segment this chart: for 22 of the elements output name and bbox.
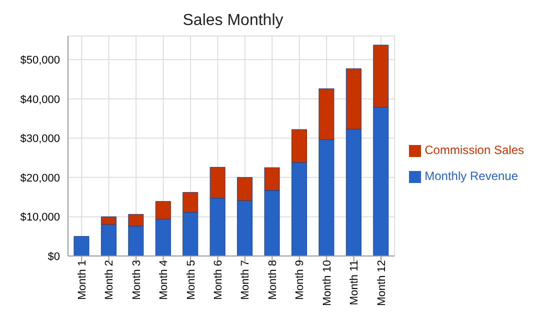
- x-tick-label: Month 2: [104, 260, 116, 300]
- chart-title: Sales Monthly: [182, 12, 284, 30]
- x-tick-label: Month 10: [321, 260, 334, 306]
- y-tick-label: $50,000: [20, 54, 60, 66]
- x-tick-label: Month 9: [294, 260, 306, 300]
- y-tick-label: $30,000: [20, 133, 60, 146]
- x-tick-label: Month 7: [240, 260, 252, 300]
- x-tick-label: Month 3: [130, 260, 143, 300]
- y-tick-label: $20,000: [20, 172, 60, 184]
- x-tick-label: Month 12: [376, 260, 388, 306]
- legend-label: Monthly Revenue: [424, 169, 518, 183]
- legend-label: Commission Sales: [424, 143, 524, 157]
- x-tick-label: Month 11: [348, 260, 361, 306]
- bar: [74, 236, 90, 256]
- y-tick-label: $40,000: [20, 94, 60, 106]
- x-tick-label: Month 4: [158, 260, 170, 300]
- x-tick-label: Month 6: [212, 260, 225, 300]
- x-tick-label: Month 8: [266, 260, 279, 300]
- x-tick-label: Month 1: [76, 260, 88, 300]
- y-tick-label: $10,000: [20, 212, 60, 224]
- x-tick-label: Month 5: [185, 260, 198, 300]
- y-tick-label: $0: [48, 250, 60, 263]
